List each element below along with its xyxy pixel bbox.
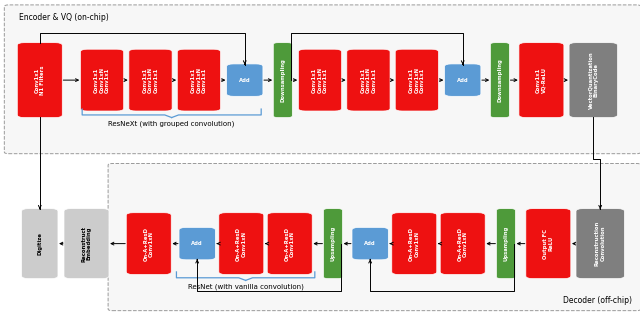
FancyBboxPatch shape xyxy=(129,49,172,111)
Text: Downsampling: Downsampling xyxy=(280,58,285,102)
Text: Conv1x1
Conv1xN
Conv1x1: Conv1x1 Conv1xN Conv1x1 xyxy=(312,67,328,93)
Text: Reconstruction
Convolution: Reconstruction Convolution xyxy=(595,221,605,266)
FancyBboxPatch shape xyxy=(445,64,481,96)
Text: Conv1x1
Conv1xN
Conv1x1: Conv1x1 Conv1xN Conv1x1 xyxy=(360,67,376,93)
Text: ResNet (with vanilla convolution): ResNet (with vanilla convolution) xyxy=(188,284,303,290)
FancyBboxPatch shape xyxy=(177,49,221,111)
FancyBboxPatch shape xyxy=(273,43,292,118)
Text: Conv1x1
Conv1xN
Conv1x1: Conv1x1 Conv1xN Conv1x1 xyxy=(142,67,159,93)
FancyBboxPatch shape xyxy=(22,209,58,279)
Text: Add: Add xyxy=(457,77,468,83)
FancyBboxPatch shape xyxy=(569,43,618,118)
FancyBboxPatch shape xyxy=(227,64,263,96)
FancyBboxPatch shape xyxy=(323,209,342,279)
FancyBboxPatch shape xyxy=(392,213,436,275)
Text: Conv1x1
Conv1xN
Conv1x1: Conv1x1 Conv1xN Conv1x1 xyxy=(191,67,207,93)
Text: On-A+ResD
Conv1xN: On-A+ResD Conv1xN xyxy=(143,227,154,261)
FancyBboxPatch shape xyxy=(81,49,124,111)
Text: On-A+ResD
Conv1xN: On-A+ResD Conv1xN xyxy=(409,227,420,261)
FancyBboxPatch shape xyxy=(179,228,215,260)
Text: Conv1x1
Conv1xN
Conv1x1: Conv1x1 Conv1xN Conv1x1 xyxy=(94,67,110,93)
Text: ResNeXt (with grouped convolution): ResNeXt (with grouped convolution) xyxy=(109,121,235,127)
FancyBboxPatch shape xyxy=(352,228,388,260)
FancyBboxPatch shape xyxy=(298,49,342,111)
Text: Upsampling: Upsampling xyxy=(330,226,335,261)
FancyBboxPatch shape xyxy=(17,43,62,118)
Text: Reconstruct
Embedding: Reconstruct Embedding xyxy=(81,226,92,262)
FancyBboxPatch shape xyxy=(576,209,625,279)
Text: On-A+ResD
Conv1xN: On-A+ResD Conv1xN xyxy=(284,227,295,261)
FancyBboxPatch shape xyxy=(440,213,485,275)
Text: Downsampling: Downsampling xyxy=(497,58,502,102)
FancyBboxPatch shape xyxy=(519,43,564,118)
FancyBboxPatch shape xyxy=(497,209,515,279)
FancyBboxPatch shape xyxy=(108,164,640,311)
FancyBboxPatch shape xyxy=(490,43,509,118)
Text: On-A+ResD
Conv1xN: On-A+ResD Conv1xN xyxy=(236,227,246,261)
Text: Conv1x1
VQ-ReLU: Conv1x1 VQ-ReLU xyxy=(536,67,547,93)
Text: Upsampling: Upsampling xyxy=(504,226,508,261)
Text: On-A+ResD
Conv1xN: On-A+ResD Conv1xN xyxy=(458,227,468,261)
Text: Decoder (off-chip): Decoder (off-chip) xyxy=(563,296,632,305)
FancyBboxPatch shape xyxy=(347,49,390,111)
Text: Output FC
ReLU: Output FC ReLU xyxy=(543,229,554,259)
FancyBboxPatch shape xyxy=(396,49,438,111)
Text: Add: Add xyxy=(239,77,251,83)
FancyBboxPatch shape xyxy=(526,209,571,279)
FancyBboxPatch shape xyxy=(268,213,312,275)
Text: Add: Add xyxy=(191,241,203,246)
FancyBboxPatch shape xyxy=(64,209,109,279)
Text: Conv1x1
Conv1xN
Conv1x1: Conv1x1 Conv1xN Conv1x1 xyxy=(409,67,425,93)
Text: Encoder & VQ (on-chip): Encoder & VQ (on-chip) xyxy=(19,13,109,22)
Text: Conv1x1
N1 Filters: Conv1x1 N1 Filters xyxy=(35,65,45,95)
Text: VectorQuantization
BinaryCode: VectorQuantization BinaryCode xyxy=(588,51,598,109)
FancyBboxPatch shape xyxy=(219,213,264,275)
FancyBboxPatch shape xyxy=(126,213,172,275)
Text: Add: Add xyxy=(364,241,376,246)
FancyBboxPatch shape xyxy=(4,5,640,154)
Text: Digitize: Digitize xyxy=(37,232,42,255)
